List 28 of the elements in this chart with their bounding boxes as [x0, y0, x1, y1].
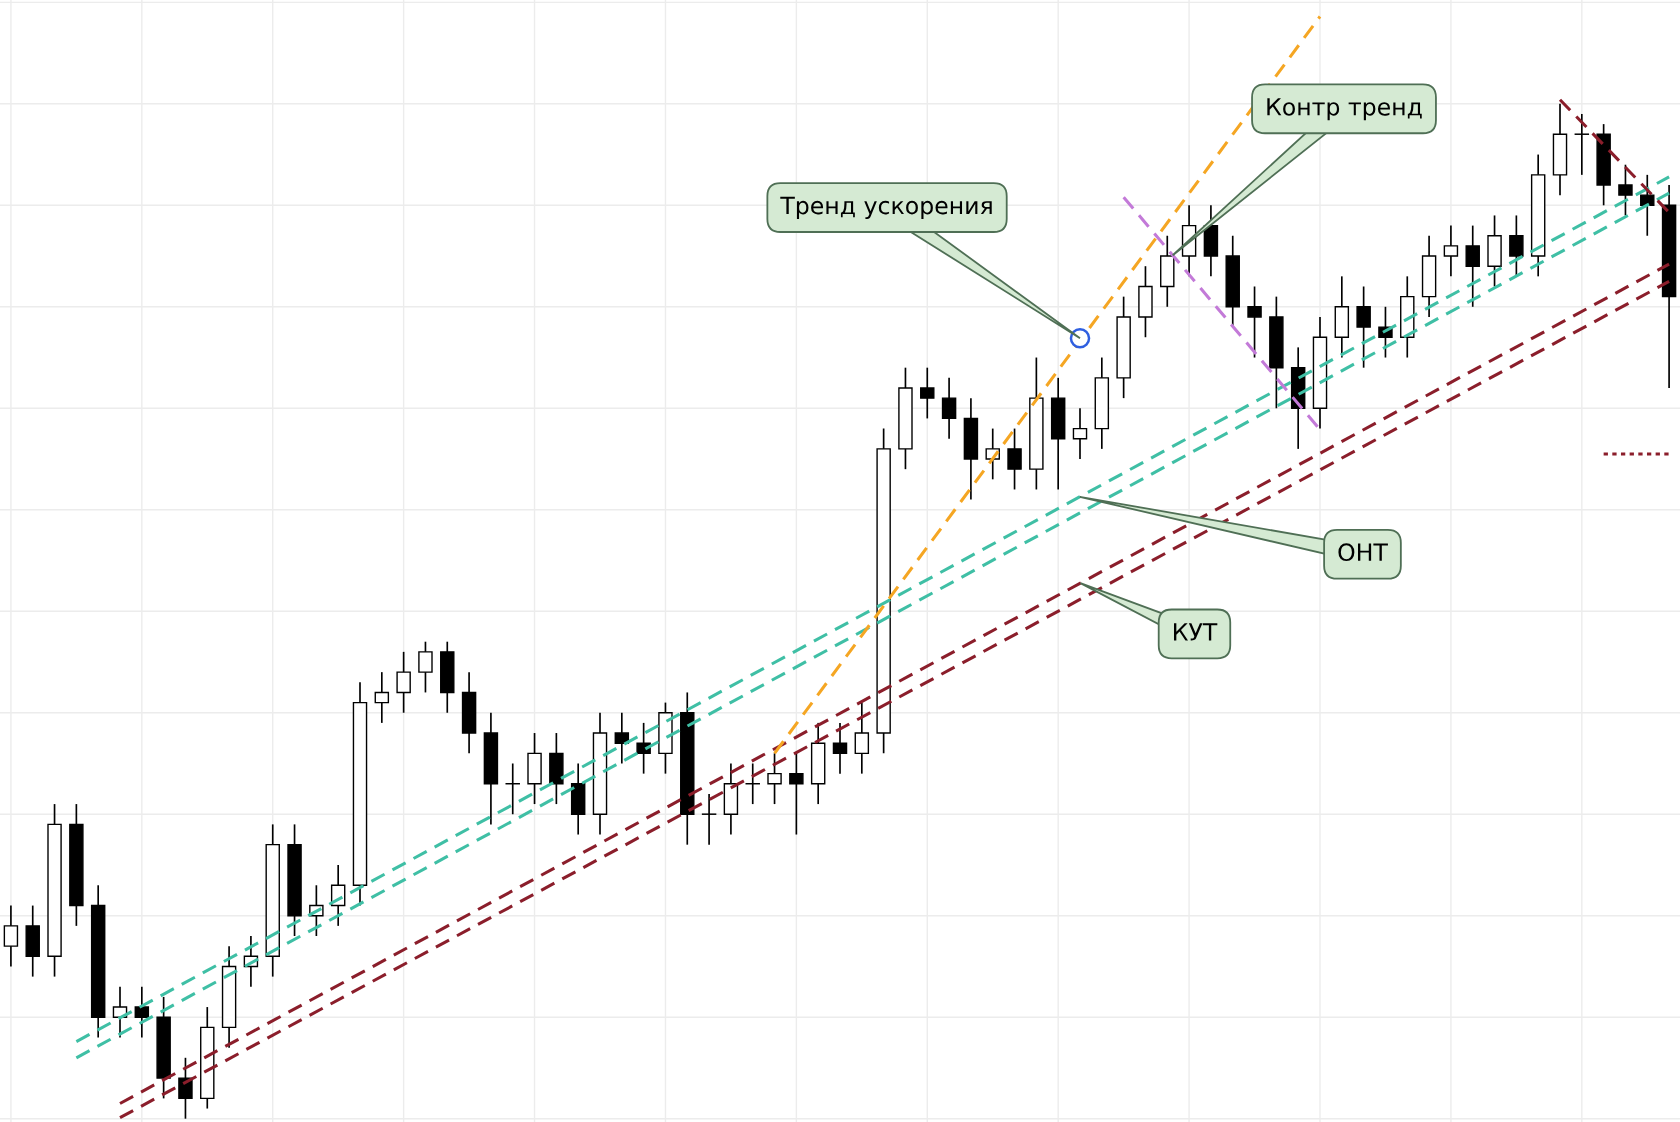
annotation: ОНТ: [1338, 543, 1388, 562]
candlestick: [1356, 285, 1371, 369]
candlestick: [396, 651, 411, 714]
candlestick: [832, 722, 848, 775]
candlestick: [1072, 407, 1088, 460]
candlestick: [854, 701, 870, 775]
annotation: Контр тренд: [1267, 98, 1422, 121]
candlestick: [1640, 174, 1655, 237]
annotation: КУТ: [1174, 623, 1218, 641]
candlestick: [1618, 163, 1633, 217]
candlestick: [1574, 113, 1590, 176]
candlestick: [1007, 427, 1022, 491]
candlestick: [941, 376, 957, 440]
candlestick: [701, 793, 717, 846]
candlestick: [418, 640, 433, 694]
candlestick: [1247, 285, 1262, 359]
annotation: Тренд ускорения: [780, 196, 992, 219]
candlestick: [636, 722, 651, 775]
candlestick: [178, 1056, 193, 1120]
candlestick: [3, 904, 19, 968]
candlestick: [374, 671, 390, 724]
candlestick: [614, 711, 630, 765]
candlestick: [767, 752, 782, 805]
candlestick: [789, 752, 804, 836]
candlestick: [1465, 224, 1480, 308]
candlestick: [134, 985, 150, 1039]
candlestick: [1443, 224, 1459, 278]
candlestick: [920, 366, 935, 420]
